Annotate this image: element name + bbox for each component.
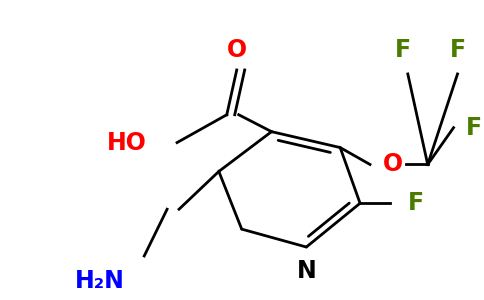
Text: F: F <box>466 116 482 140</box>
Text: HO: HO <box>107 130 147 154</box>
Text: F: F <box>408 191 424 215</box>
Text: H₂N: H₂N <box>75 269 124 293</box>
Text: O: O <box>227 38 247 62</box>
Text: F: F <box>450 38 466 62</box>
Text: O: O <box>383 152 403 176</box>
Text: N: N <box>297 259 316 283</box>
Text: F: F <box>395 38 411 62</box>
